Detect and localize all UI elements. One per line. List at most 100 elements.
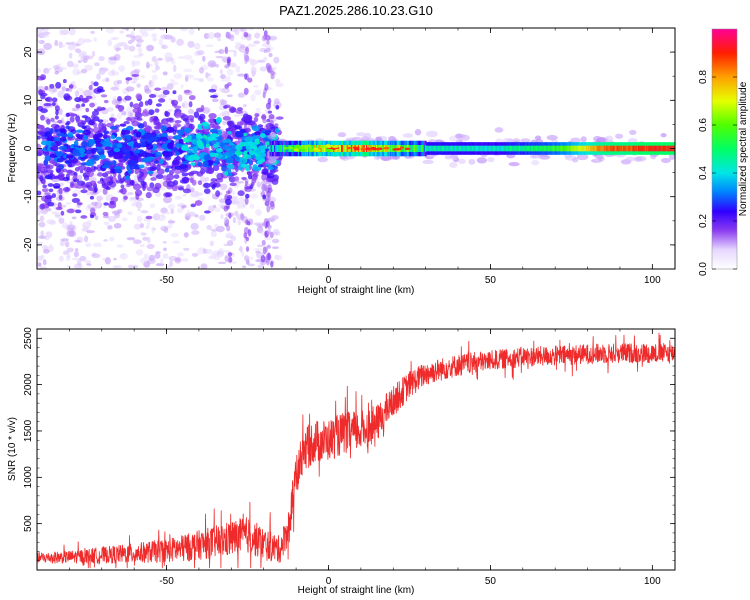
heatmap-blob [124,95,132,101]
heatmap-blob [247,141,254,146]
heatmap-blob [174,123,182,128]
heatmap-blob [247,28,255,31]
ridge-segment [534,145,537,152]
heatmap-blob [101,181,107,187]
heatmap-blob [215,148,223,153]
heatmap-blob [133,223,141,230]
heatmap-blob [264,129,272,134]
heatmap-blob [119,123,127,127]
heatmap-blob [47,202,55,207]
heatmap-blob [132,60,141,67]
ridge-segment [573,145,576,152]
heatmap-blob [197,123,202,131]
ridge-segment [591,145,594,152]
heatmap-blob [74,97,81,103]
heatmap-blob [255,148,262,153]
ridge-segment [482,145,485,152]
heatmap-blob [175,135,182,140]
ridge-segment [628,145,631,152]
ridge-segment [650,145,653,152]
heatmap-blob [96,195,103,202]
heatmap-blob [128,196,137,202]
heatmap-blob [93,37,98,42]
heatmap-blob [240,43,245,49]
heatmap-blob [39,203,45,210]
heatmap-blob [188,101,193,108]
ridge-segment [449,145,452,152]
ridge-segment [513,145,516,152]
heatmap-blob [99,154,106,160]
heatmap-blob [221,139,231,144]
heatmap-blob [85,160,95,167]
heatmap-blob [225,159,234,164]
heatmap-blob [37,163,44,168]
heatmap-blob [273,98,280,105]
heatmap-blob [43,102,52,107]
heatmap-blob [38,221,46,228]
heatmap-blob [38,262,42,268]
heatmap-blob [187,211,196,217]
heatmap-blob [77,37,85,46]
heatmap-blob [94,62,100,67]
ridge-segment [643,145,646,152]
heatmap-blob [103,130,110,135]
heatmap-blob [162,151,170,157]
heatmap-blob [145,192,152,199]
heatmap-blob [110,86,120,91]
heatmap-blob [136,142,142,149]
heatmap-blob [660,157,671,164]
heatmap-blob [144,88,152,94]
y-tick-label: 0 [23,145,34,151]
ridge-segment [668,145,671,152]
heatmap-blob [197,161,203,167]
heatmap-blob [37,135,41,140]
heatmap-blob [402,133,414,138]
spectrogram-xlabel: Height of straight line (km) [298,285,415,296]
colorbar-gradient [712,29,737,269]
heatmap-blob [220,214,224,219]
heatmap-blob [572,157,579,163]
heatmap-blob [191,230,200,236]
ridge-segment [446,145,449,152]
heatmap-blob [235,144,243,151]
heatmap-blob [181,102,186,108]
heatmap-blob [243,115,253,122]
heatmap-blob [43,248,50,254]
ridge-segment [496,145,499,152]
ridge-segment [624,145,627,152]
heatmap-blob [154,253,161,259]
ridge-segment [345,145,348,152]
ridge-segment [436,145,439,152]
heatmap-blob [183,54,193,61]
ridge-segment [463,145,466,152]
heatmap-blob [208,113,217,119]
heatmap-blob [59,240,65,247]
ridge-segment [632,145,635,152]
heatmap-blob [44,175,52,180]
ridge-segment [613,145,615,152]
heatmap-blob [207,77,214,82]
heatmap-blob [239,246,243,253]
heatmap-blob [214,32,222,38]
heatmap-blob [265,122,273,129]
ridge-segment [490,145,493,152]
heatmap-blob [68,28,76,36]
heatmap-blob [74,239,81,243]
heatmap-blob [98,55,105,62]
heatmap-blob [142,152,149,158]
ridge-segment [541,145,544,152]
snr-ticks: -50 0 50 100 500 1000 1500 2000 2500 [23,327,675,587]
heatmap-blob [253,222,262,226]
heatmap-blob [57,119,63,124]
heatmap-blob [131,120,139,127]
heatmap-blob [275,82,284,88]
heatmap-blob [86,263,92,266]
heatmap-blob [71,63,79,69]
heatmap-blob [160,125,167,132]
ridge-segment [421,145,424,152]
ridge-segment [569,145,572,152]
heatmap-blob [317,156,329,163]
heatmap-blob [254,89,262,96]
heatmap-blob [382,147,390,150]
heatmap-blob [267,187,273,193]
